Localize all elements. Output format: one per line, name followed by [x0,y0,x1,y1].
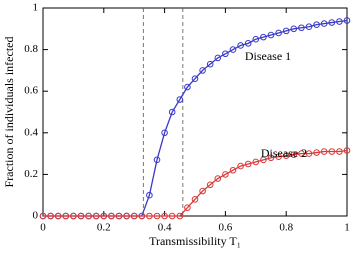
data-point [290,25,298,33]
data-point [222,50,229,58]
data-point [305,23,313,31]
data-point [244,160,252,168]
data-point [115,212,123,220]
data-point [244,40,252,47]
data-point [153,212,161,220]
data-point [305,150,313,157]
x-tick-label: 1 [344,222,350,234]
data-point [100,212,108,220]
data-point [313,21,320,28]
data-point [47,212,54,220]
data-point [275,153,282,161]
plot-frame [42,7,348,217]
data-point [260,33,267,41]
data-point [146,212,153,220]
data-point [123,212,130,220]
data-point [206,181,214,189]
data-point [92,212,100,220]
data-point [336,18,343,25]
data-point [343,147,351,154]
series-annotation: Disease 2 [261,146,307,160]
data-point [138,212,146,220]
data-point [161,212,168,220]
data-point [206,60,214,68]
data-point [328,148,336,155]
data-point [214,54,222,62]
data-point [229,166,237,174]
data-point [320,148,328,155]
x-tick-label: 0.8 [279,222,293,234]
data-point [282,152,290,159]
data-point [199,67,206,74]
x-tick-label: 0.2 [97,222,111,234]
data-point [267,31,275,39]
x-axis-label: Transmissibility T₁ [149,234,241,248]
data-point [85,212,92,220]
data-point [237,162,244,170]
data-point [168,108,176,116]
data-point [313,149,320,156]
data-point [298,150,305,157]
data-point [161,129,168,137]
data-point [336,148,343,155]
data-point [320,20,328,27]
x-tick-label: 0.4 [158,222,172,234]
x-tick-label: 0.6 [219,222,233,234]
y-tick-label: 0.4 [24,126,38,138]
data-point [222,171,229,178]
y-axis-label: Fraction of individuals infected [2,37,16,188]
data-point [62,212,70,220]
data-point [191,196,199,203]
data-point [199,187,206,195]
data-point [184,83,191,91]
y-tick-label: 0.8 [24,43,38,55]
y-tick-label: 0 [33,210,39,222]
data-point [54,212,62,220]
series-annotation: Disease 1 [245,49,291,63]
data-point [229,46,237,53]
y-tick-label: 0.6 [24,85,38,97]
data-point [191,75,199,83]
data-point [176,96,184,103]
data-point [184,204,191,211]
data-point [282,27,290,35]
data-point [39,212,47,220]
data-point [168,212,176,220]
y-tick-label: 0.2 [24,168,38,180]
data-point [328,19,336,26]
y-tick-label: 1 [33,2,39,14]
x-tick-label: 0 [40,222,46,234]
data-point [237,42,244,49]
data-point [298,24,305,32]
data-point [275,29,282,37]
data-point [214,175,222,182]
data-point [146,191,153,199]
data-point [70,212,77,220]
data-point [267,154,275,162]
series-line [43,19,348,217]
data-point [260,156,267,164]
data-point [130,212,138,220]
series-line [43,149,348,217]
data-point [343,17,351,24]
data-point [290,151,298,158]
data-point [252,158,260,166]
data-point [252,35,260,43]
data-point [176,212,184,220]
data-point [77,212,85,220]
data-point [153,156,161,164]
data-point [108,212,115,220]
